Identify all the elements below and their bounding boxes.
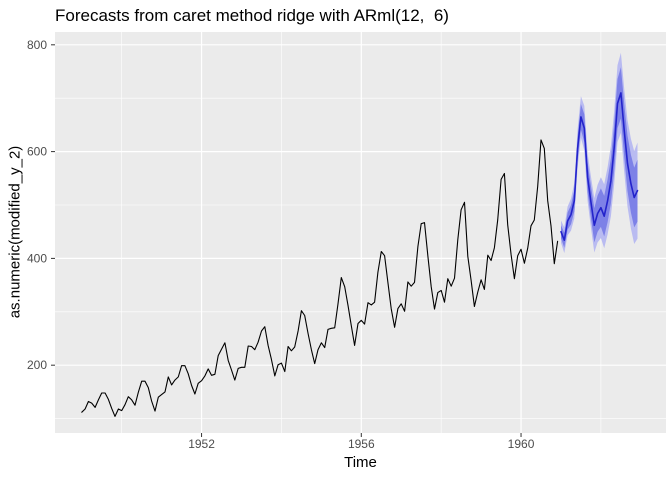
- x-tick-label: 1952: [188, 437, 215, 451]
- forecast-mean-line: [560, 92, 639, 241]
- plot-title: Forecasts from caret method ridge with A…: [55, 6, 449, 25]
- plot-panel: [55, 32, 666, 433]
- x-tick-label: 1956: [348, 437, 375, 451]
- x-axis-title: Time: [344, 454, 377, 471]
- y-axis-title: as.numeric(modified_y_2): [6, 145, 24, 319]
- y-tick-label: 400: [27, 251, 47, 265]
- y-tick-label: 200: [27, 358, 47, 372]
- y-tick-label: 800: [27, 38, 47, 52]
- observed-series-line: [81, 139, 559, 417]
- y-tick-label: 600: [27, 145, 47, 159]
- x-tick-label: 1960: [508, 437, 535, 451]
- interval-80-ribbon: [561, 67, 638, 248]
